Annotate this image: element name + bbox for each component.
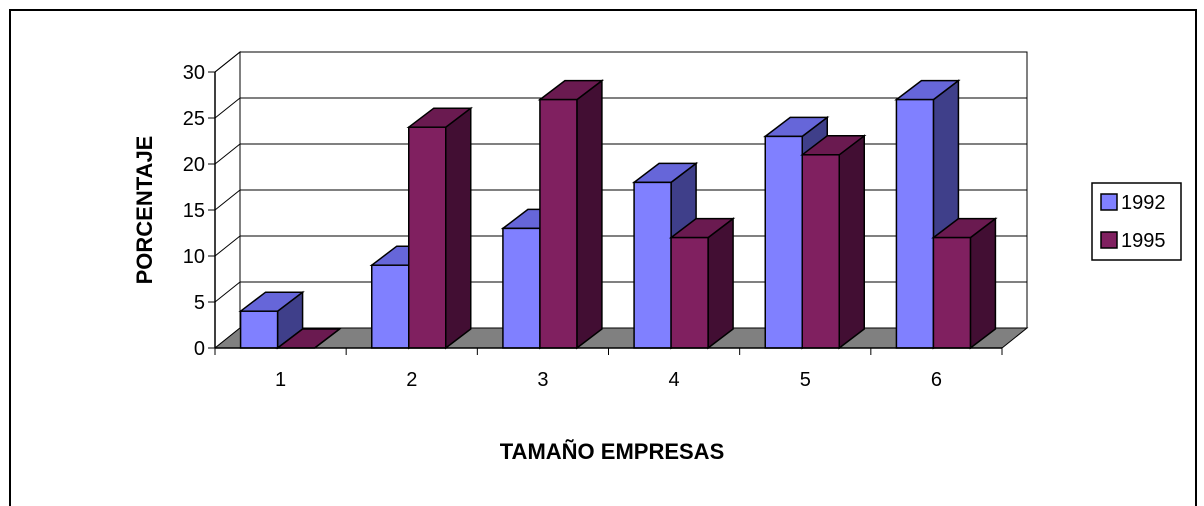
y-axis: 0 5 10 15 20 25 30 xyxy=(183,62,216,360)
bar-front xyxy=(764,135,803,349)
legend-swatch-1995 xyxy=(1100,231,1118,249)
legend-label-1992: 1992 xyxy=(1121,192,1166,214)
x-tick-label: 5 xyxy=(800,369,811,391)
bar-1995-3 xyxy=(537,79,605,350)
legend: 1992 1995 xyxy=(1091,182,1182,261)
gridline-side xyxy=(214,97,241,119)
x-tick-label: 3 xyxy=(537,369,548,391)
bar-side xyxy=(445,106,472,350)
bar-front xyxy=(932,236,972,349)
bar-side xyxy=(576,79,603,350)
y-tick-label: 15 xyxy=(183,200,205,222)
y-tick-label: 5 xyxy=(194,292,205,314)
bar-side xyxy=(969,217,997,350)
bar-front xyxy=(371,264,410,349)
y-tick-label: 10 xyxy=(183,246,205,268)
x-tick-label: 6 xyxy=(931,369,942,391)
legend-label-1995: 1995 xyxy=(1121,230,1166,252)
x-tick-label: 2 xyxy=(406,369,417,391)
y-tick-label: 30 xyxy=(183,62,205,84)
bar-front xyxy=(239,310,279,349)
bar-1992-1 xyxy=(238,290,305,350)
x-tick-label: 1 xyxy=(275,369,286,391)
bar-1995-5 xyxy=(800,134,867,350)
gridline-side xyxy=(214,235,241,257)
bar-front xyxy=(633,181,672,349)
bar-front xyxy=(539,98,578,349)
y-tick-label: 20 xyxy=(183,154,205,176)
bar-1995-2 xyxy=(406,106,473,350)
bar-front xyxy=(502,227,541,349)
gridline-side xyxy=(214,281,241,303)
bar-front xyxy=(408,126,447,349)
bar-front xyxy=(801,154,840,349)
legend-swatch-1992 xyxy=(1100,193,1118,211)
bar-1995-6 xyxy=(931,217,998,350)
x-tick-label: 4 xyxy=(669,369,680,391)
bar-side xyxy=(707,217,734,350)
chart-border xyxy=(9,9,1197,506)
bar-front xyxy=(895,98,935,349)
y-tick-label: 0 xyxy=(194,338,205,360)
x-axis: 1 2 3 4 5 6 xyxy=(214,347,1003,391)
y-tick-label: 25 xyxy=(183,108,205,130)
gridline-side xyxy=(214,143,241,165)
bar-front xyxy=(670,236,709,349)
gridline-side xyxy=(214,51,241,73)
gridline-side xyxy=(214,189,241,211)
bar-side xyxy=(838,134,865,350)
bar-1995-4 xyxy=(668,217,736,350)
bars xyxy=(238,79,998,350)
y-axis-title: PORCENTAJE xyxy=(132,136,157,285)
x-axis-title: TAMAÑO EMPRESAS xyxy=(500,439,725,464)
